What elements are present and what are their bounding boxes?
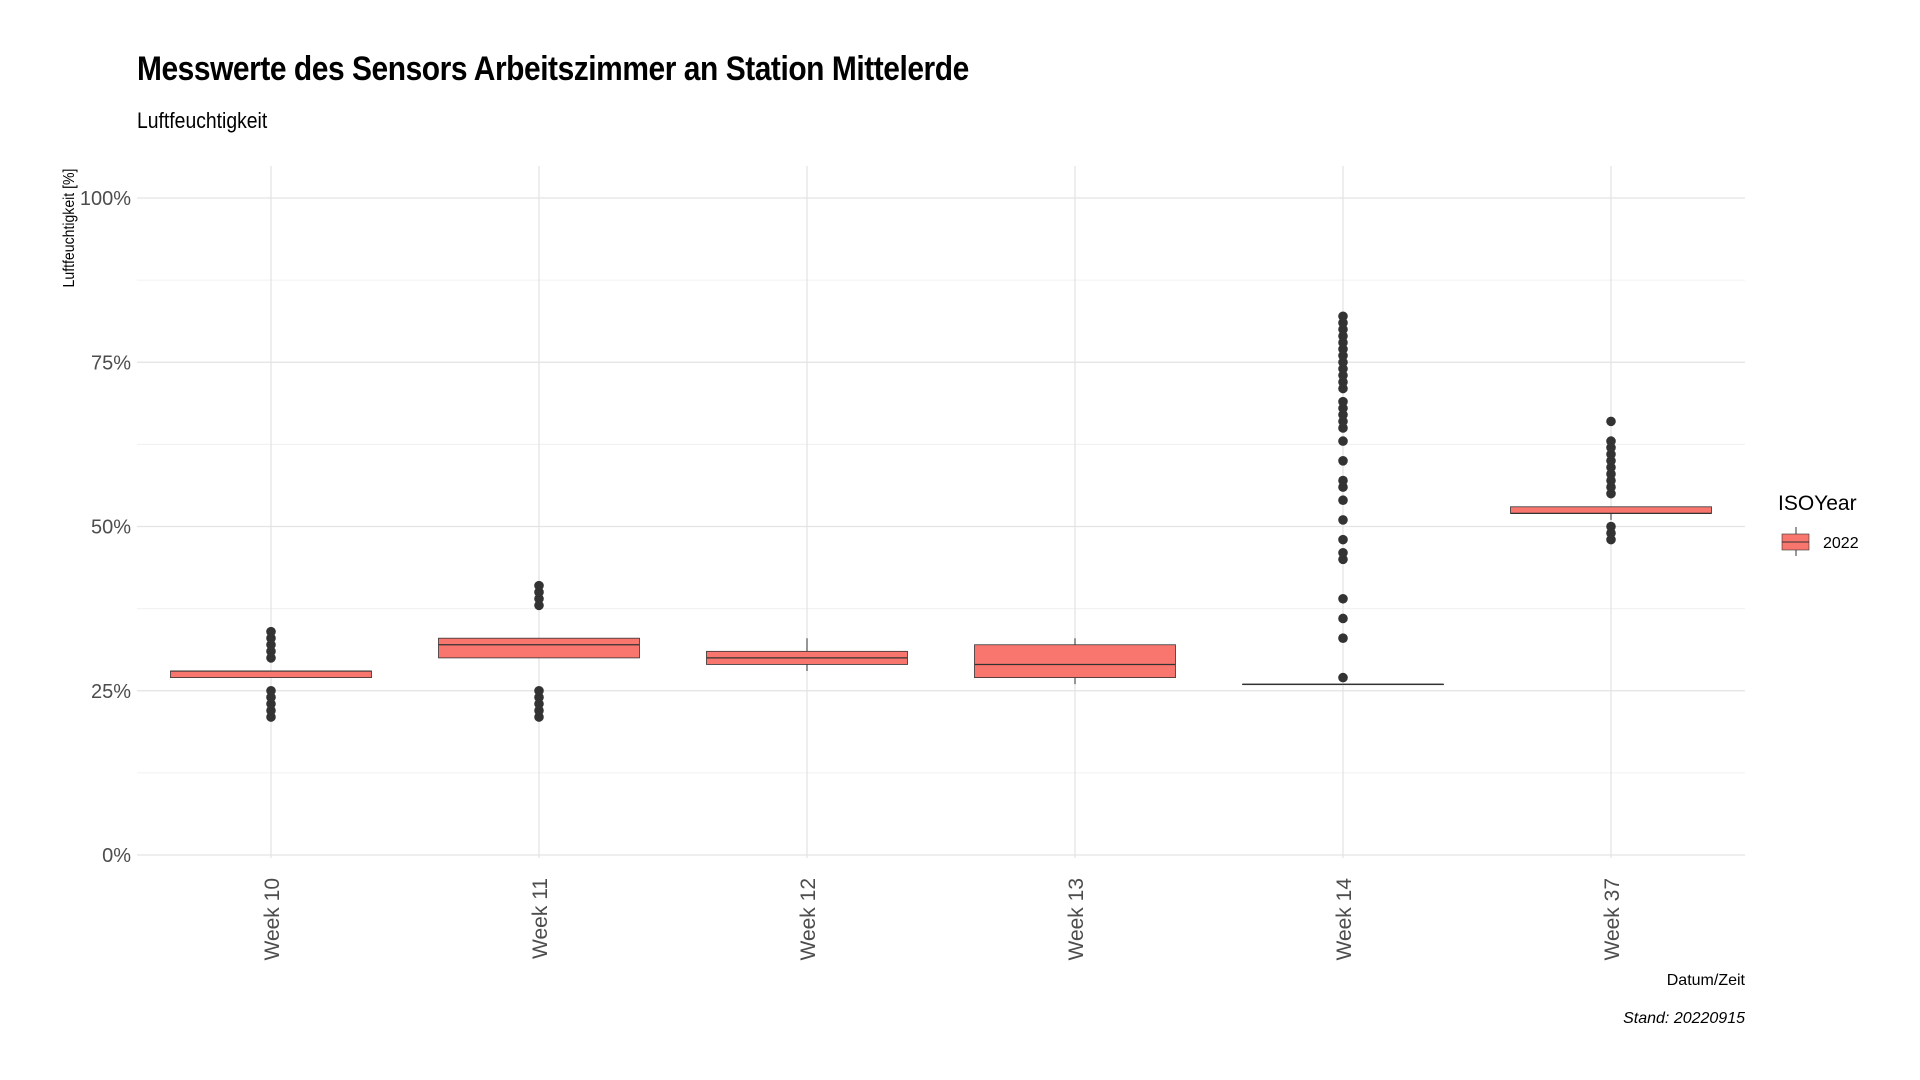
x-tick-label: Week 13 [1065, 878, 1088, 961]
outlier-point [1338, 311, 1348, 322]
y-axis-title: Luftfeuchtigkeit [%] [60, 169, 78, 288]
outlier-point [1338, 475, 1348, 486]
outlier-point [1338, 350, 1348, 361]
box-group [170, 626, 372, 722]
y-axis-ticks: 0% 25% 50% 75% 100% [80, 188, 131, 867]
outlier-point [1338, 416, 1348, 427]
outlier-point [1606, 456, 1616, 466]
outlier-point [534, 685, 544, 696]
outlier-point [1338, 423, 1348, 433]
box-group [1510, 416, 1712, 545]
box-group [1242, 311, 1444, 686]
outlier-point [1338, 613, 1348, 624]
outlier-point [266, 639, 276, 650]
outlier-point [534, 692, 544, 703]
outlier-point [1338, 456, 1348, 466]
outlier-point [1338, 318, 1348, 328]
legend: ISOYear 2022 [1778, 492, 1859, 556]
outlier-point [1606, 442, 1616, 453]
x-axis-ticks: Week 10 Week 11 Week 12 Week 13 Week 14 Week … [261, 878, 1624, 961]
x-axis-title: Datum/Zeit [1667, 972, 1746, 989]
outlier-point [266, 633, 276, 643]
outlier-point [534, 705, 544, 716]
outlier-point [1338, 324, 1348, 335]
chart-title: Messwerte des Sensors Arbeitszimmer an S… [137, 50, 969, 88]
x-tick-label: Week 37 [1601, 878, 1624, 961]
box [170, 670, 372, 679]
box-group [438, 580, 640, 722]
caption: Stand: 20220915 [1623, 1010, 1745, 1027]
box [1510, 506, 1712, 514]
outlier-point [1338, 547, 1348, 558]
outlier-point [1338, 436, 1348, 446]
outlier-point [1338, 633, 1348, 643]
grid [137, 166, 1745, 858]
outlier-point [266, 685, 276, 696]
outlier-point [1606, 475, 1616, 486]
outlier-point [534, 699, 544, 709]
y-tick-label: 25% [91, 681, 131, 703]
outlier-point [534, 712, 544, 722]
outlier-point [266, 646, 276, 657]
outlier-point [266, 626, 276, 637]
outlier-point [1338, 370, 1348, 381]
y-tick-label: 75% [91, 352, 131, 374]
x-tick-label: Week 12 [797, 878, 820, 961]
outlier-point [1338, 383, 1348, 394]
box-group [974, 638, 1176, 685]
box [974, 644, 1176, 679]
y-tick-label: 0% [102, 845, 131, 867]
box [438, 637, 640, 659]
outlier-point [266, 699, 276, 709]
outlier-point [1606, 528, 1616, 538]
y-tick-label: 100% [80, 188, 131, 210]
x-tick-label: Week 11 [529, 878, 552, 959]
outlier-point [266, 712, 276, 722]
outlier-point [1338, 337, 1348, 348]
outlier-point [1338, 396, 1348, 407]
outlier-point [1338, 593, 1348, 604]
x-tick-label: Week 10 [261, 878, 284, 961]
outlier-point [1606, 436, 1616, 446]
outlier-point [1338, 515, 1348, 525]
outlier-point [1606, 449, 1616, 460]
x-tick-label: Week 14 [1333, 878, 1356, 961]
outlier-point [1338, 554, 1348, 565]
outlier-point [1338, 495, 1348, 506]
outlier-point [1606, 521, 1616, 532]
outlier-point [1606, 469, 1616, 479]
outlier-point [1338, 403, 1348, 414]
outlier-point [266, 692, 276, 703]
outlier-point [534, 580, 544, 591]
outlier-point [266, 705, 276, 716]
outlier-point [1606, 488, 1616, 499]
chart-subtitle: Luftfeuchtigkeit [137, 108, 268, 133]
outlier-point [1338, 357, 1348, 368]
outlier-point [1338, 344, 1348, 354]
outlier-point [534, 600, 544, 611]
outlier-point [1338, 672, 1348, 683]
y-tick-label: 50% [91, 517, 131, 539]
outlier-point [1338, 410, 1348, 420]
outlier-point [534, 587, 544, 597]
outlier-point [1606, 534, 1616, 545]
outlier-point [1606, 416, 1616, 427]
outlier-point [1338, 534, 1348, 545]
box-group [706, 638, 908, 672]
outlier-point [1338, 482, 1348, 492]
boxes [170, 311, 1712, 722]
outlier-point [1606, 462, 1616, 473]
outlier-point [266, 653, 276, 663]
outlier-point [1338, 331, 1348, 341]
outlier-point [534, 593, 544, 604]
outlier-point [1606, 482, 1616, 492]
legend-label-2022: 2022 [1823, 535, 1859, 552]
legend-title: ISOYear [1778, 492, 1857, 515]
outlier-point [1338, 377, 1348, 387]
outlier-point [1338, 364, 1348, 374]
